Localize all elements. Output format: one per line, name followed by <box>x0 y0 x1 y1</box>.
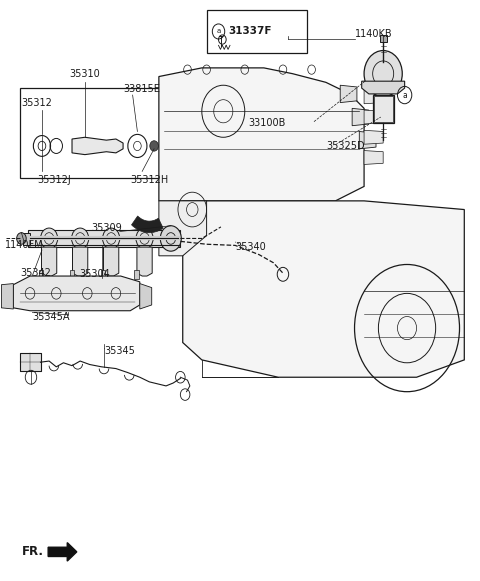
Polygon shape <box>140 284 152 309</box>
Text: 35312: 35312 <box>22 98 52 109</box>
Text: 35345: 35345 <box>104 346 135 356</box>
Bar <box>380 35 386 42</box>
Polygon shape <box>340 85 357 103</box>
Text: 35340: 35340 <box>235 242 266 252</box>
Polygon shape <box>1 284 13 309</box>
Text: 35304: 35304 <box>79 269 110 279</box>
Bar <box>206 10 307 53</box>
Polygon shape <box>352 109 369 125</box>
Polygon shape <box>72 247 88 276</box>
Text: FR.: FR. <box>22 546 43 558</box>
Circle shape <box>17 232 26 244</box>
Text: 1140KB: 1140KB <box>355 29 392 39</box>
Polygon shape <box>28 230 180 247</box>
Polygon shape <box>364 150 383 164</box>
Text: 35312J: 35312J <box>37 175 71 185</box>
Circle shape <box>40 228 58 249</box>
Text: 33100B: 33100B <box>248 118 285 128</box>
Circle shape <box>72 228 89 249</box>
Text: a: a <box>402 91 407 99</box>
Bar <box>372 95 394 123</box>
Circle shape <box>150 141 158 151</box>
Text: 33815E: 33815E <box>123 84 160 94</box>
Circle shape <box>364 51 402 97</box>
Wedge shape <box>132 216 163 232</box>
Bar <box>21 88 176 178</box>
Polygon shape <box>104 247 119 276</box>
Bar <box>21 353 40 371</box>
Text: 31337F: 31337F <box>228 27 272 37</box>
Polygon shape <box>362 81 405 94</box>
Text: 1140FM: 1140FM <box>5 241 44 250</box>
Circle shape <box>103 228 120 249</box>
Polygon shape <box>48 543 77 561</box>
Polygon shape <box>23 232 30 245</box>
Polygon shape <box>159 68 364 201</box>
Bar <box>21 353 40 371</box>
Polygon shape <box>101 270 106 279</box>
Text: 35310: 35310 <box>70 70 100 80</box>
Text: 35345A: 35345A <box>33 311 70 321</box>
Text: 35342: 35342 <box>21 268 51 278</box>
Polygon shape <box>137 247 152 276</box>
Polygon shape <box>183 201 464 377</box>
Text: 35309: 35309 <box>91 223 122 232</box>
Circle shape <box>136 228 153 249</box>
Bar <box>373 96 393 121</box>
Polygon shape <box>134 270 139 279</box>
Circle shape <box>160 226 181 251</box>
Text: a: a <box>216 28 221 34</box>
Polygon shape <box>72 137 123 155</box>
Polygon shape <box>41 247 57 276</box>
Polygon shape <box>364 130 383 144</box>
Polygon shape <box>159 201 206 256</box>
Polygon shape <box>364 90 383 104</box>
Polygon shape <box>360 131 376 149</box>
Polygon shape <box>13 276 140 311</box>
Text: 35325D: 35325D <box>326 141 364 151</box>
Text: 35312H: 35312H <box>130 175 168 185</box>
Polygon shape <box>364 110 383 124</box>
Polygon shape <box>70 270 74 279</box>
Polygon shape <box>38 270 43 279</box>
